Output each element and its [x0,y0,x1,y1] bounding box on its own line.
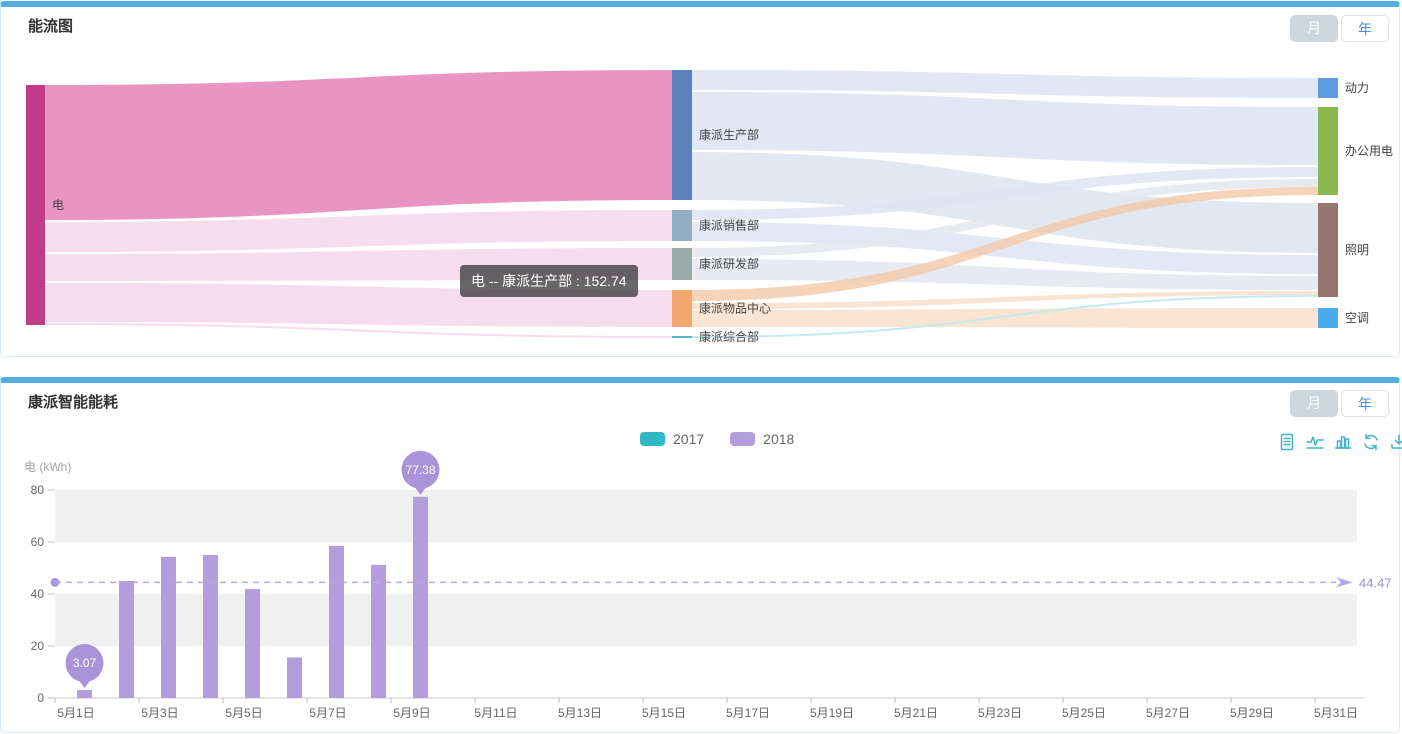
sankey-node-label: 康派研发部 [699,256,759,271]
y-tick-label: 60 [31,535,45,549]
sankey-node[interactable] [1318,308,1338,328]
avg-line-arrow [1336,577,1353,588]
y-tick-label: 0 [37,691,44,705]
sankey-link[interactable] [692,179,1318,257]
plot-band [55,594,1357,646]
x-tick-label: 5月17日 [726,706,770,720]
consumption-title: 康派智能能耗 [28,394,119,411]
chart-toolbar [1268,433,1402,451]
x-tick-label: 5月15日 [642,706,686,720]
x-tick-label: 5月9日 [393,706,430,720]
bar-chart[interactable]: 0 20 40 60 80 5月1日 5月3日 5月5日 5月7日 5月9日 5月11日 5月13日 5… [0,428,1402,734]
bar[interactable] [371,564,386,698]
sankey-node-label: 康派综合部 [699,329,759,344]
bar[interactable] [203,555,218,698]
sankey-node[interactable] [1318,107,1338,195]
y-tick-label: 40 [31,587,45,601]
energy-flow-period-toggle: 月 年 [1290,15,1389,42]
x-tick-label: 5月1日 [57,706,94,720]
sankey-tooltip: 电 -- 康派生产部 : 152.74 [460,265,638,297]
legend-item-2017[interactable]: 2017 [640,431,704,447]
mark-pin-label: 77.38 [405,463,435,477]
sankey-link[interactable] [692,291,1318,309]
x-tick-label: 5月7日 [309,706,346,720]
sankey-link[interactable] [692,92,1318,165]
sankey-link[interactable] [692,167,1318,220]
x-tick-label: 5月31日 [1314,706,1358,720]
legend-label: 2017 [673,431,705,447]
x-tick-label: 5月3日 [141,706,178,720]
x-tick-label: 5月19日 [810,706,854,720]
consumption-period-toggle: 月 年 [1290,390,1389,417]
year-button[interactable]: 年 [1341,15,1389,42]
sankey-link[interactable] [45,210,672,252]
legend-swatch-2017 [640,432,665,446]
legend-item-2018[interactable]: 2018 [730,431,794,447]
sankey-link[interactable] [692,187,1318,301]
sankey-node-label: 康派物品中心 [699,301,771,316]
x-tick-label: 5月21日 [894,706,938,720]
sankey-node-label: 空调 [1345,311,1369,325]
avg-line-label: 44.47 [1359,575,1392,590]
sankey-link[interactable] [692,152,1318,253]
data-view-icon[interactable] [1278,433,1296,451]
bar[interactable] [329,545,344,698]
sankey-link[interactable] [45,323,672,338]
energy-flow-title: 能流图 [28,18,74,35]
sankey-link[interactable] [45,70,672,220]
sankey-node-label: 电 [52,198,64,212]
sankey-node-label: 动力 [1345,81,1369,95]
sankey-node[interactable] [672,290,692,327]
x-tick-label: 5月11日 [474,706,517,720]
bar-chart-icon[interactable] [1334,433,1352,451]
y-tick-label: 20 [31,639,45,653]
chart-legend: 2017 2018 [640,431,820,447]
month-button[interactable]: 月 [1290,390,1338,417]
legend-label: 2018 [763,431,795,447]
x-tick-label: 5月13日 [558,706,602,720]
mark-pin[interactable] [401,450,440,489]
sankey-link[interactable] [692,295,1318,338]
sankey-node[interactable] [672,70,692,200]
bar[interactable] [77,690,92,698]
x-tick-label: 5月29日 [1230,706,1274,720]
sankey-link[interactable] [692,259,1318,290]
plot-band [55,490,1357,542]
bar[interactable] [413,496,428,698]
x-tick-label: 5月27日 [1146,706,1190,720]
mark-pin-label: 3.07 [73,656,97,670]
download-icon[interactable] [1390,433,1402,451]
x-tick-label: 5月5日 [225,706,262,720]
sankey-node[interactable] [1318,78,1338,98]
sankey-link[interactable] [692,308,1318,328]
sankey-node[interactable] [672,248,692,280]
sankey-node-label: 康派生产部 [699,127,759,142]
bar[interactable] [245,589,260,698]
year-button[interactable]: 年 [1341,390,1389,417]
sankey-node-label: 康派销售部 [699,218,759,233]
line-chart-icon[interactable] [1306,433,1324,451]
legend-swatch-2018 [730,432,756,446]
month-button[interactable]: 月 [1290,15,1338,42]
y-tick-label: 80 [31,483,45,497]
bar[interactable] [119,581,134,698]
x-tick-label: 5月23日 [978,706,1022,720]
sankey-node-label: 办公用电 [1345,143,1393,158]
sankey-node-label: 照明 [1345,243,1369,257]
sankey-link[interactable] [692,70,1318,98]
consumption-panel [0,377,1400,733]
restore-icon[interactable] [1362,433,1380,451]
x-tick-label: 5月25日 [1062,706,1106,720]
bar[interactable] [161,556,176,698]
mark-pin[interactable] [65,644,104,683]
sankey-node[interactable] [672,210,692,241]
y-axis-title: 电 (kWh) [24,460,71,474]
sankey-node[interactable] [26,85,45,325]
bar[interactable] [287,657,302,698]
sankey-node[interactable] [1318,203,1338,297]
sankey-node[interactable] [672,336,692,338]
